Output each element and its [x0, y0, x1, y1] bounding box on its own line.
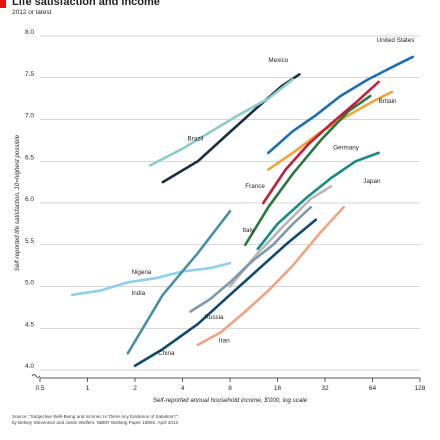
series-label: Germany	[333, 145, 360, 152]
y-tick-label: 6.0	[25, 196, 34, 203]
series-label: Mexico	[268, 57, 288, 64]
brand-marker	[0, 0, 6, 8]
x-axis-label: Self-reported annual household income, $…	[153, 397, 308, 404]
x-tick-label: 4	[181, 385, 185, 392]
y-tick-label: 5.5	[25, 238, 34, 245]
series-label: Britain	[379, 98, 397, 105]
series-label: China	[158, 350, 175, 357]
x-tick-label: 128	[415, 385, 426, 392]
y-tick-label: 8.0	[25, 29, 34, 36]
x-tick-label: 2	[133, 385, 137, 392]
x-tick-label: 64	[369, 385, 377, 392]
series-label: India	[131, 290, 145, 297]
x-tick-label: 0.5	[35, 385, 44, 392]
x-tick-label: 1	[86, 385, 90, 392]
y-tick-label: 6.5	[25, 154, 34, 161]
series-line	[256, 151, 380, 251]
series-label: Japan	[363, 178, 381, 185]
source-line-1: Source: "Subjective Well-Being and Incom…	[12, 414, 179, 419]
source-line-2: by Betsey Stevenson and Justin Wolfers. …	[12, 420, 179, 425]
series-line	[196, 205, 345, 347]
series-line	[266, 90, 394, 171]
x-tick-label: 8	[228, 385, 232, 392]
series-label: Iran	[219, 337, 230, 344]
source-note: Source: "Subjective Well-Being and Incom…	[12, 414, 342, 426]
series-line	[70, 261, 232, 297]
y-tick-label: 5.0	[25, 280, 34, 287]
y-tick-label: 4.0	[25, 363, 34, 370]
series-label: Nigeria	[131, 269, 151, 276]
y-tick-label: 7.5	[25, 71, 34, 78]
x-tick-label: 32	[321, 385, 329, 392]
series-line	[126, 210, 232, 355]
chart-header: Life satisfaction and income 2012 or lat…	[0, 0, 440, 20]
series-line	[266, 55, 415, 155]
series-line	[261, 80, 380, 205]
series-label: Russia	[204, 314, 224, 321]
series-line	[133, 218, 318, 368]
y-axis-label: Self-reported life satisfaction, 10=high…	[14, 134, 21, 271]
x-tick-label: 16	[274, 385, 282, 392]
series-label: Brazil	[187, 135, 203, 142]
series-label: United States	[377, 37, 415, 44]
chart-title: Life satisfaction and income	[12, 0, 160, 8]
series-line	[244, 94, 372, 247]
chart-subtitle: 2012 or latest	[12, 9, 52, 16]
series-line	[189, 205, 313, 313]
y-tick-label: 7.0	[25, 113, 34, 120]
series-label: Italy	[242, 227, 254, 234]
series-label: France	[245, 183, 265, 190]
y-tick-label: 4.5	[25, 321, 34, 328]
axis-break-mark	[31, 374, 41, 378]
series-line	[149, 78, 295, 167]
